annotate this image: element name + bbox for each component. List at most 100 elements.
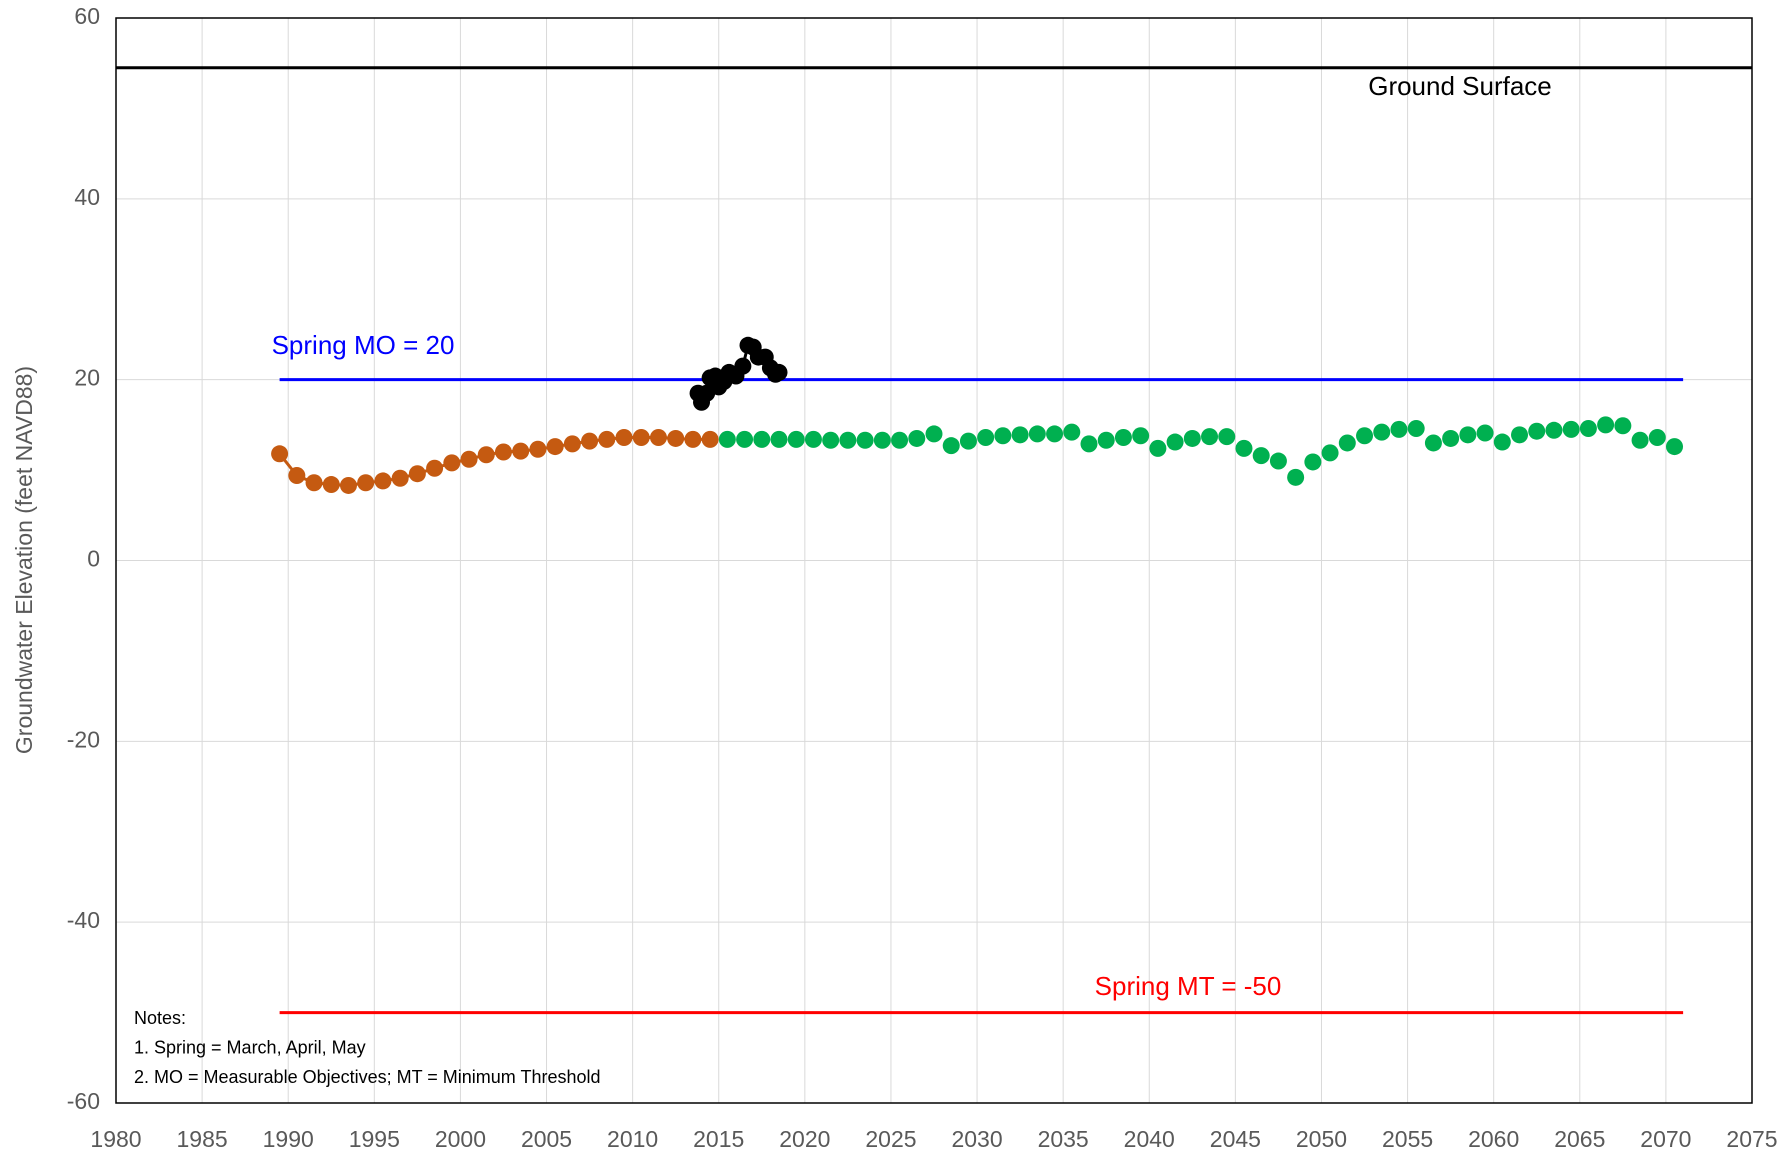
reference-label: Ground Surface xyxy=(1368,71,1552,101)
point xyxy=(1493,433,1511,451)
point xyxy=(1063,423,1081,441)
x-tick-label: 1985 xyxy=(177,1126,228,1149)
point xyxy=(1666,438,1684,456)
point xyxy=(374,472,392,490)
point xyxy=(1269,452,1287,470)
plot-border xyxy=(115,17,1753,1104)
point xyxy=(1648,429,1666,447)
y-tick-label: -60 xyxy=(67,1088,100,1114)
point xyxy=(357,474,375,492)
point xyxy=(942,437,960,455)
x-tick-label: 2050 xyxy=(1296,1126,1347,1149)
point xyxy=(908,429,926,447)
note: 2. MO = Measurable Objectives; MT = Mini… xyxy=(134,1067,601,1087)
x-tick-label: 2005 xyxy=(521,1126,572,1149)
point xyxy=(1149,439,1167,457)
point xyxy=(1562,420,1580,438)
point xyxy=(856,431,874,449)
point xyxy=(1373,423,1391,441)
point xyxy=(839,431,857,449)
point xyxy=(581,432,599,450)
point xyxy=(494,443,512,461)
x-tick-label: 2035 xyxy=(1038,1126,1089,1149)
note: Notes: xyxy=(134,1008,186,1028)
point xyxy=(684,430,702,448)
point xyxy=(770,430,788,448)
point xyxy=(1028,425,1046,443)
y-tick-label: -20 xyxy=(67,726,100,752)
point xyxy=(1132,427,1150,445)
point xyxy=(1476,424,1494,442)
point xyxy=(391,469,409,487)
point xyxy=(873,431,891,449)
y-tick-label: 0 xyxy=(87,546,100,572)
point xyxy=(1235,439,1253,457)
point xyxy=(787,430,805,448)
point xyxy=(1338,434,1356,452)
point xyxy=(1011,426,1029,444)
point xyxy=(1046,425,1064,443)
x-tick-label: 2045 xyxy=(1210,1126,1261,1149)
x-tick-label: 2010 xyxy=(607,1126,658,1149)
y-tick-label: -40 xyxy=(67,907,100,933)
point xyxy=(477,446,495,464)
point xyxy=(305,474,323,492)
point xyxy=(512,442,530,460)
point xyxy=(718,430,736,448)
x-tick-label: 2055 xyxy=(1382,1126,1433,1149)
point xyxy=(753,430,771,448)
point xyxy=(1321,444,1339,462)
point xyxy=(1201,428,1219,446)
point xyxy=(460,450,478,468)
point xyxy=(1304,453,1322,471)
point xyxy=(1080,435,1098,453)
point xyxy=(1528,422,1546,440)
x-tick-label: 1980 xyxy=(90,1126,141,1149)
x-tick-label: 1990 xyxy=(263,1126,314,1149)
x-tick-label: 2065 xyxy=(1554,1126,1605,1149)
point xyxy=(1183,429,1201,447)
note: 1. Spring = March, April, May xyxy=(134,1037,366,1057)
x-tick-label: 2000 xyxy=(435,1126,486,1149)
x-tick-label: 2060 xyxy=(1468,1126,1519,1149)
point xyxy=(563,435,581,453)
point xyxy=(925,425,943,443)
y-tick-label: 20 xyxy=(74,365,100,391)
point xyxy=(736,430,754,448)
point xyxy=(598,430,616,448)
point xyxy=(1614,417,1632,435)
point xyxy=(443,454,461,472)
y-axis-label: Groundwater Elevation (feet NAVD88) xyxy=(11,366,37,754)
point xyxy=(1459,426,1477,444)
point xyxy=(271,445,289,463)
y-tick-label: 40 xyxy=(74,184,100,210)
point xyxy=(734,357,752,375)
point xyxy=(1097,431,1115,449)
x-tick-label: 2025 xyxy=(865,1126,916,1149)
point xyxy=(1442,429,1460,447)
x-tick-label: 2070 xyxy=(1640,1126,1691,1149)
point xyxy=(426,459,444,477)
point xyxy=(1252,447,1270,465)
point xyxy=(1166,433,1184,451)
x-tick-label: 2030 xyxy=(951,1126,1002,1149)
point xyxy=(891,431,909,449)
point xyxy=(994,427,1012,445)
point xyxy=(632,429,650,447)
point xyxy=(1390,420,1408,438)
point xyxy=(977,429,995,447)
point xyxy=(1597,416,1615,434)
point xyxy=(1218,428,1236,446)
reference-label: Spring MT = -50 xyxy=(1095,971,1282,1001)
point xyxy=(408,465,426,483)
point xyxy=(667,429,685,447)
point xyxy=(1356,427,1374,445)
point xyxy=(770,363,788,381)
point xyxy=(339,476,357,494)
y-tick-label: 60 xyxy=(74,3,100,29)
point xyxy=(649,429,667,447)
point xyxy=(804,430,822,448)
x-tick-label: 2040 xyxy=(1124,1126,1175,1149)
reference-label: Spring MO = 20 xyxy=(272,330,455,360)
